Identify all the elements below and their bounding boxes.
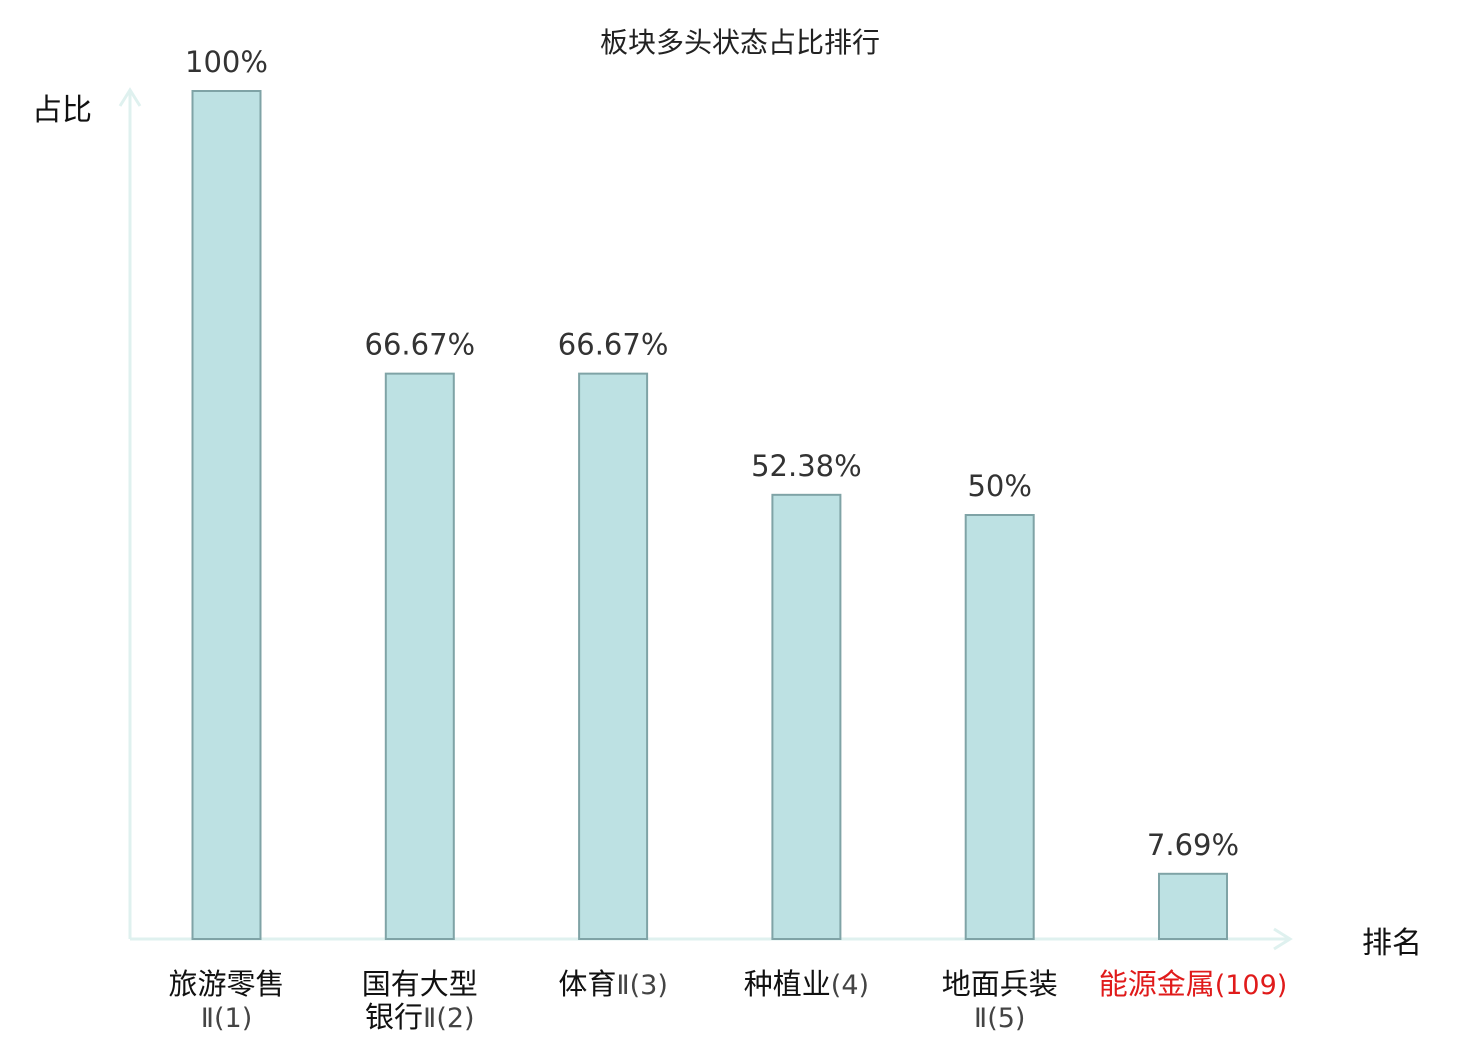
category-rank: Ⅱ(3) [616,970,668,1001]
x-axis-arrow-icon [1273,927,1293,951]
category-label: 体育Ⅱ(3) [558,967,668,1001]
bar [964,514,1035,940]
bar [1158,872,1228,941]
bars-group [191,90,1228,941]
category-label-line: 旅游零售 [168,967,284,1001]
axes [118,87,1293,951]
category-rank: Ⅱ(1) [201,1003,253,1034]
y-axis-label: 占比 [32,93,92,128]
category-name: 国有大型 [362,967,478,1001]
category-name: 体育 [558,967,616,1001]
x-axis-label: 排名 [1362,926,1422,961]
data-label: 7.69% [1147,828,1239,862]
bar [191,90,262,940]
data-label: 50% [967,469,1031,503]
y-axis-arrow-icon [118,87,142,107]
category-rank: Ⅱ(5) [974,1003,1026,1034]
category-name: 能源金属 [1099,967,1215,1001]
category-label: 能源金属(109) [1099,967,1288,1001]
category-label-line: 国有大型 [362,967,478,1001]
category-name: 银行 [365,1000,423,1034]
category-label: 种植业(4) [744,967,869,1001]
category-label-line: 地面兵装 [942,967,1058,1001]
bar [771,493,842,940]
data-label: 66.67% [365,328,476,362]
value-labels-group: 100% 66.67% 66.67% 52.38% 50% 7.69% [185,45,1239,862]
data-label: 66.67% [558,328,669,362]
chart-title: 板块多头状态占比排行 [600,26,880,59]
data-label: 52.38% [751,449,862,483]
category-label-line: 种植业(4) [744,967,869,1001]
data-label: 100% [185,45,268,79]
category-name: 种植业 [744,967,831,1001]
category-label-line: Ⅱ(1) [201,1003,253,1034]
category-label-line: 能源金属(109) [1099,967,1288,1001]
category-label-line: Ⅱ(5) [974,1003,1026,1034]
category-label-line: 体育Ⅱ(3) [558,967,668,1001]
category-rank: (109) [1215,970,1288,1001]
category-rank: (4) [831,970,869,1001]
bar [578,372,649,940]
category-rank: Ⅱ(2) [423,1003,475,1034]
category-name: 地面兵装 [942,967,1058,1001]
category-name: 旅游零售 [168,967,284,1001]
category-label-line: 银行Ⅱ(2) [365,1000,475,1034]
bar [384,372,455,940]
